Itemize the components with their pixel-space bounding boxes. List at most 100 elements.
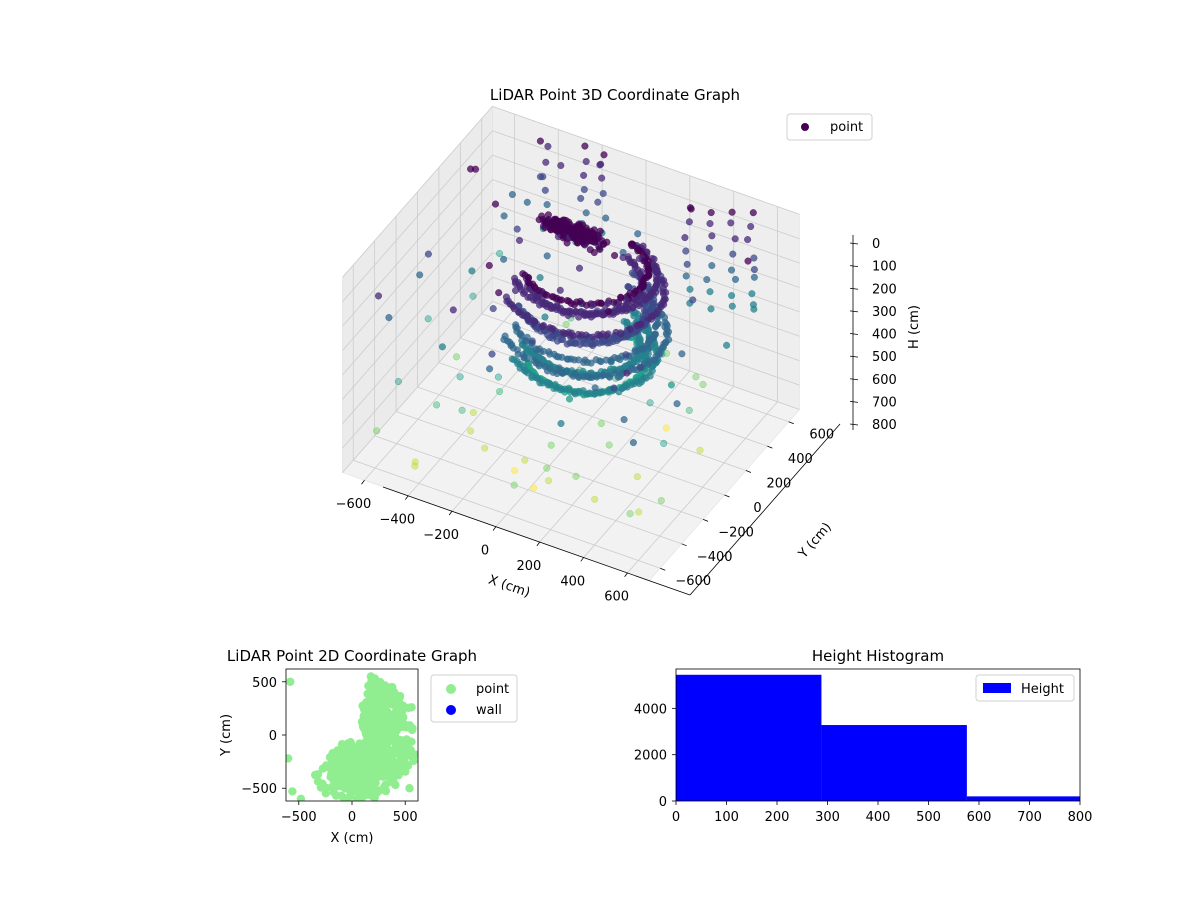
scatter-3d-point bbox=[543, 252, 551, 260]
scatter-3d-point bbox=[541, 223, 549, 231]
legend-2d-point-marker bbox=[446, 684, 456, 694]
histogram-x-tick-label: 300 bbox=[815, 810, 840, 825]
scatter-3d-point bbox=[433, 401, 441, 409]
scatter-3d-point bbox=[681, 234, 689, 242]
legend-3d-point-label: point bbox=[830, 120, 863, 135]
y-tick-3d bbox=[767, 445, 773, 449]
z-tick-label-3d: 800 bbox=[872, 418, 897, 433]
y-tick-label-2d: 0 bbox=[269, 729, 277, 744]
scatter-3d-point bbox=[582, 209, 590, 217]
y-tick-3d bbox=[724, 494, 730, 498]
scatter-2d-point bbox=[286, 754, 293, 763]
scatter-3d-point bbox=[618, 307, 626, 315]
scatter-2d-point bbox=[286, 677, 295, 686]
scatter-3d-point bbox=[699, 381, 707, 389]
z-tick-label-3d: 500 bbox=[872, 350, 897, 365]
scatter-3d-point bbox=[597, 420, 605, 428]
y-tick-label-3d: 200 bbox=[767, 477, 792, 492]
histogram-bar bbox=[966, 796, 1080, 801]
scatter-3d-point bbox=[571, 390, 579, 398]
histogram-title: Height Histogram bbox=[812, 647, 944, 665]
scatter-3d-point bbox=[703, 276, 711, 284]
y-tick-3d bbox=[788, 421, 794, 425]
scatter-2d-point bbox=[375, 736, 385, 746]
scatter-3d-point bbox=[492, 200, 500, 208]
scatter-3d-point bbox=[553, 227, 561, 235]
scatter-2d-point bbox=[391, 698, 400, 707]
scatter-2d-point bbox=[367, 677, 376, 686]
y-axis-3d-line bbox=[689, 423, 841, 596]
x-tick-label-3d: 0 bbox=[481, 543, 489, 558]
scatter-3d-point bbox=[569, 232, 577, 240]
scatter-3d-point bbox=[728, 292, 736, 300]
scatter-3d-point bbox=[511, 467, 519, 475]
scatter-3d-point bbox=[662, 424, 670, 432]
scatter-3d-point bbox=[563, 340, 571, 348]
z-tick-3d bbox=[849, 310, 859, 313]
scatter-2d-point bbox=[410, 750, 418, 759]
scatter-3d-point bbox=[373, 427, 381, 435]
scatter-3d-point bbox=[556, 386, 564, 394]
scatter-2d-point bbox=[344, 747, 353, 756]
scatter-2d-point bbox=[380, 681, 390, 690]
scatter-3d-point bbox=[481, 444, 489, 452]
y-tick-3d bbox=[745, 470, 752, 473]
scatter-3d-point bbox=[667, 381, 675, 389]
scatter-2d-point bbox=[367, 791, 376, 800]
scatter-3d-point bbox=[678, 350, 686, 358]
scatter-3d-point bbox=[424, 250, 432, 258]
histogram-y-tick-label: 2000 bbox=[634, 749, 667, 764]
scatter-2d-point bbox=[400, 739, 409, 748]
grid-floor-y bbox=[438, 362, 747, 471]
scatter-3d-point bbox=[467, 165, 475, 173]
histogram-x-tick-label: 0 bbox=[672, 810, 680, 825]
z-tick-label-3d: 100 bbox=[872, 260, 897, 275]
scatter-3d-point bbox=[500, 212, 508, 220]
z-tick-label-3d: 300 bbox=[872, 305, 897, 320]
scatter-3d-point bbox=[525, 279, 533, 287]
histogram-x-tick-label: 500 bbox=[916, 810, 941, 825]
scatter-3d-point bbox=[622, 351, 630, 359]
x-tick-label-3d: 400 bbox=[560, 574, 585, 589]
scatter-2d-point bbox=[318, 779, 327, 788]
grid-left-z bbox=[342, 106, 493, 278]
scatter-3d-point bbox=[541, 313, 549, 321]
scatter-3d-point bbox=[385, 314, 393, 322]
scatter-2d-point bbox=[329, 788, 338, 797]
scatter-2d-point bbox=[370, 699, 379, 709]
x-tick-label-3d: −600 bbox=[336, 497, 372, 512]
x-tick-label-3d: 600 bbox=[604, 590, 629, 605]
scatter-3d-point bbox=[513, 225, 521, 233]
histogram-x-tick-label: 100 bbox=[714, 810, 739, 825]
scatter-3d-point bbox=[541, 363, 549, 371]
histogram-legend-swatch bbox=[983, 683, 1011, 693]
z-tick-3d bbox=[849, 287, 859, 290]
scatter-3d-point bbox=[692, 373, 700, 381]
z-axis-3d-label: H (cm) bbox=[907, 305, 922, 349]
grid-left-z bbox=[342, 301, 493, 473]
scatter-3d-point bbox=[631, 348, 639, 356]
scatter-2d-point bbox=[366, 733, 376, 743]
grid-left-z bbox=[342, 154, 493, 327]
histogram-x-tick-label: 800 bbox=[1068, 810, 1093, 825]
scatter-2d-point-group bbox=[286, 672, 418, 801]
axes-2d-ticks: −500 0 500 −500 0 500 bbox=[241, 676, 417, 825]
scatter-3d-point bbox=[705, 244, 713, 252]
scatter-3d-point bbox=[523, 355, 531, 363]
scatter-3d-point bbox=[496, 249, 504, 257]
histogram-bars bbox=[676, 674, 1080, 801]
scatter-3d-point bbox=[496, 388, 504, 396]
scatter-2d-point bbox=[376, 725, 385, 735]
scatter-2d-point bbox=[372, 690, 381, 700]
scatter-2d-point bbox=[405, 784, 414, 793]
scatter-2d-point bbox=[388, 729, 398, 738]
scatter-3d-point bbox=[591, 495, 599, 503]
scatter-3d-point bbox=[748, 290, 756, 298]
scatter-3d-point bbox=[610, 384, 618, 392]
scatter-2d-chart: LiDAR Point 2D Coordinate Graph −500 0 500… bbox=[219, 647, 518, 846]
scatter-2d-point bbox=[382, 749, 391, 758]
scatter-3d-point bbox=[577, 194, 585, 202]
histogram-x-tick-label: 400 bbox=[866, 810, 891, 825]
y-axis-3d-label: Y (cm) bbox=[795, 520, 835, 562]
scatter-3d-point bbox=[633, 322, 641, 330]
